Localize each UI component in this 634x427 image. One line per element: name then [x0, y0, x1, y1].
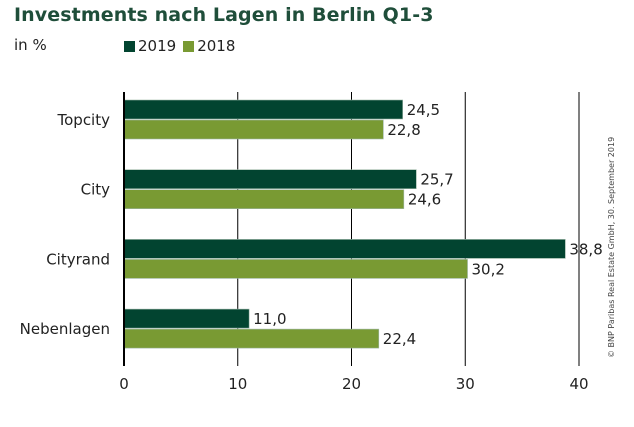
x-tick-label: 20	[342, 375, 361, 393]
bar-2019	[123, 308, 250, 329]
bar-2018	[123, 328, 380, 349]
data-label: 38,8	[569, 240, 602, 258]
x-tick-label: 0	[119, 375, 129, 393]
category-label: City	[81, 181, 111, 199]
legend-item-2018: 2018	[183, 37, 235, 55]
bar-2018	[123, 119, 384, 140]
legend-swatch-2019	[124, 40, 135, 52]
category-label: Nebenlagen	[20, 320, 110, 338]
legend-label-2018: 2018	[197, 37, 236, 55]
x-tick-label: 10	[228, 375, 247, 393]
legend-label-2019: 2019	[138, 37, 177, 55]
x-tick-label: 30	[456, 375, 475, 393]
data-label: 24,6	[408, 191, 441, 209]
unit-label: in %	[14, 36, 47, 54]
bar-2018	[123, 259, 468, 279]
data-label: 22,4	[383, 330, 416, 348]
category-label: Topcity	[57, 111, 111, 129]
x-tick-label: 40	[569, 375, 588, 393]
data-label: 30,2	[472, 260, 505, 278]
legend-item-2019: 2019	[124, 37, 176, 55]
bar-2018	[123, 189, 405, 209]
category-label: Cityrand	[46, 250, 110, 268]
bar-2019	[123, 239, 566, 259]
data-label: 22,8	[387, 121, 420, 139]
data-label: 24,5	[407, 101, 440, 119]
chart-title: Investments nach Lagen in Berlin Q1-3	[14, 4, 434, 26]
legend: 2019 2018	[124, 37, 242, 55]
bar-2019	[123, 169, 417, 189]
data-label: 25,7	[420, 171, 453, 189]
data-label: 11,0	[253, 310, 286, 328]
legend-swatch-2018	[183, 40, 195, 52]
bar-2019	[123, 99, 403, 120]
